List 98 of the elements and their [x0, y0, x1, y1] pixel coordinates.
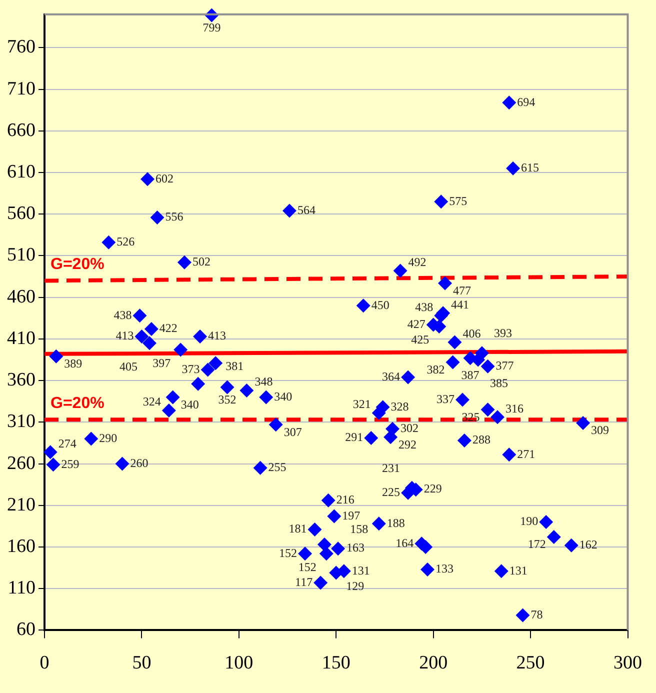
data-label: 260	[130, 456, 148, 470]
data-label: 615	[521, 160, 540, 175]
data-label: 694	[517, 94, 536, 109]
y-tick-label: 610	[7, 161, 36, 182]
y-tick-label: 310	[7, 411, 36, 432]
data-label: 397	[152, 356, 171, 370]
series-label: G=20%	[50, 256, 104, 274]
data-label: 288	[472, 432, 490, 447]
data-label: 229	[424, 482, 442, 496]
data-label: 117	[295, 574, 313, 589]
y-tick-label: 160	[7, 536, 36, 557]
data-label: 422	[159, 321, 178, 336]
data-label: 799	[202, 20, 221, 34]
data-label: 216	[336, 492, 354, 507]
data-label: 602	[156, 171, 174, 186]
data-label: 188	[386, 516, 405, 530]
data-label: 413	[208, 328, 226, 343]
x-tick-label: 200	[419, 652, 448, 674]
data-label: 172	[528, 537, 546, 552]
x-tick-label: 0	[40, 652, 50, 674]
data-label: 340	[274, 389, 292, 404]
data-label: 309	[591, 423, 610, 438]
data-label: 382	[426, 362, 445, 376]
data-label: 255	[268, 460, 286, 474]
y-tick-label: 410	[7, 328, 36, 349]
data-label: 389	[64, 356, 82, 371]
data-label: 231	[382, 461, 400, 476]
data-label: 427	[407, 316, 426, 331]
data-label: 413	[116, 328, 134, 343]
y-tick-label: 510	[7, 244, 36, 266]
data-label: 291	[345, 430, 364, 444]
data-label: 259	[61, 456, 80, 471]
data-label: 438	[114, 308, 132, 322]
data-label: 425	[411, 332, 430, 347]
data-label: 441	[451, 297, 470, 312]
data-label: 385	[490, 376, 508, 390]
data-label: 406	[462, 326, 481, 340]
data-label: 340	[180, 397, 199, 412]
data-label: 307	[284, 424, 302, 439]
data-label: 129	[346, 578, 364, 593]
data-label: 292	[398, 437, 417, 452]
y-tick-label: 560	[7, 203, 36, 224]
data-label: 564	[297, 202, 316, 217]
data-label: 133	[436, 562, 454, 576]
data-label: 502	[192, 254, 210, 269]
y-tick-label: 60	[16, 619, 36, 640]
series-label: G=20%	[50, 395, 104, 412]
data-label: 364	[382, 369, 400, 384]
data-label: 225	[382, 485, 400, 500]
y-tick-label: 760	[7, 36, 36, 58]
data-label: 328	[390, 399, 409, 414]
y-tick-label: 360	[7, 370, 36, 391]
data-label: 271	[517, 446, 536, 461]
data-label: 321	[352, 397, 371, 412]
data-label: 162	[579, 537, 598, 552]
y-tick-label: 110	[8, 578, 36, 599]
data-label: 405	[119, 359, 138, 374]
data-label: 477	[453, 283, 471, 298]
data-label: 302	[400, 420, 419, 435]
data-label: 387	[461, 368, 480, 382]
data-label: 181	[288, 522, 307, 536]
data-label: 377	[496, 358, 514, 373]
x-tick-label: 300	[614, 652, 642, 674]
y-tick-label: 460	[7, 286, 36, 308]
data-label: 316	[505, 401, 524, 416]
data-label: 450	[371, 298, 390, 312]
data-label: 290	[99, 430, 118, 445]
data-label: 381	[226, 359, 244, 374]
data-label: 575	[449, 194, 468, 208]
data-label: 131	[352, 563, 370, 578]
data-label: 164	[396, 536, 414, 550]
y-tick-label: 260	[7, 452, 36, 474]
data-label: 492	[408, 254, 426, 269]
data-label: 373	[182, 362, 200, 376]
data-label: 78	[530, 607, 543, 622]
data-label: 324	[142, 394, 161, 409]
y-tick-label: 710	[7, 78, 36, 100]
data-label: 152	[298, 560, 316, 574]
data-label: 337	[436, 392, 454, 406]
data-label: 131	[509, 563, 528, 578]
data-label: 190	[520, 514, 538, 528]
y-tick-label: 660	[7, 120, 36, 141]
x-tick-label: 50	[132, 652, 152, 674]
y-tick-label: 210	[7, 494, 36, 516]
data-label: 526	[116, 234, 135, 249]
data-label: 163	[346, 540, 364, 555]
x-tick-label: 150	[322, 652, 350, 674]
data-label: 393	[494, 326, 512, 340]
data-label: 556	[165, 210, 184, 224]
data-label: 158	[350, 522, 368, 536]
data-label: 152	[279, 546, 298, 560]
data-label: 197	[342, 508, 360, 522]
data-label: 438	[415, 300, 434, 314]
data-label: 348	[254, 374, 273, 389]
x-tick-label: 100	[224, 652, 254, 674]
data-label: 352	[218, 392, 236, 406]
x-tick-label: 250	[516, 652, 545, 674]
data-label: 274	[58, 436, 76, 450]
